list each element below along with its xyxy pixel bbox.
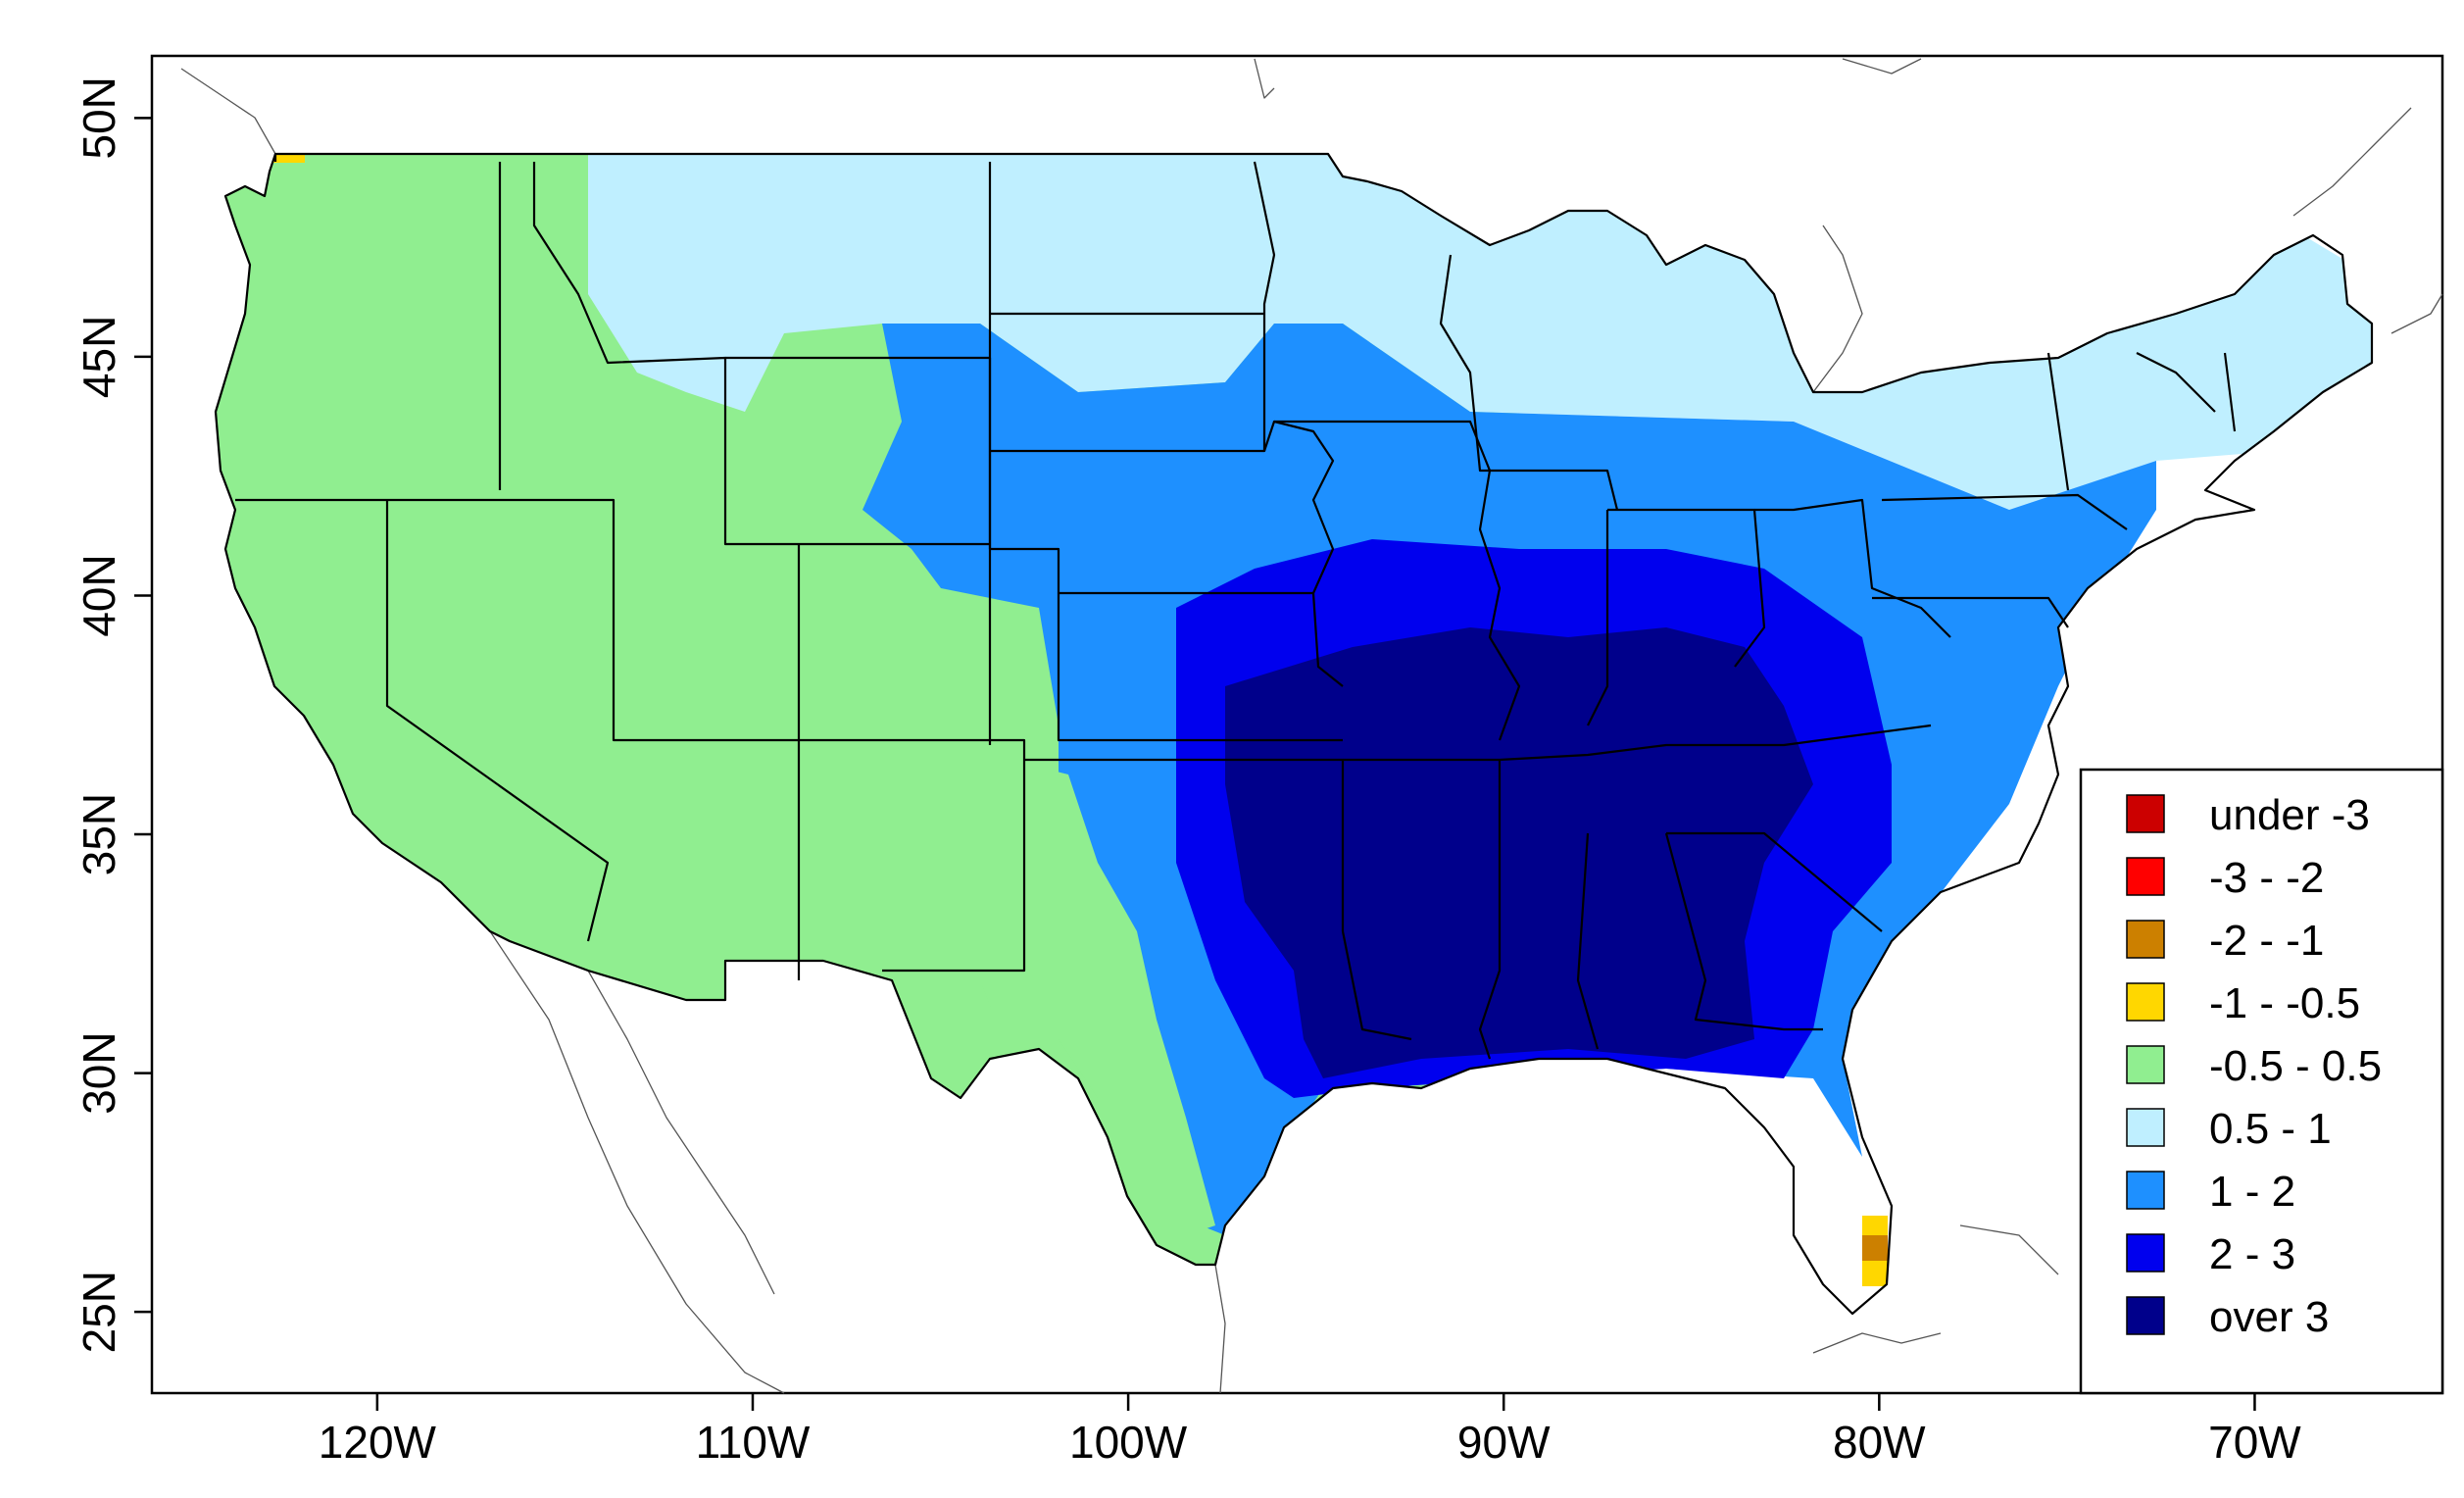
legend-label: -1 - -0.5 <box>2209 979 2360 1027</box>
region-south-florida-cells <box>1862 1235 1888 1261</box>
legend-swatch <box>2126 982 2165 1022</box>
legend-swatch <box>2126 1045 2165 1084</box>
region-northwest-washington-corner <box>270 154 305 163</box>
y-tick-label: 30N <box>74 1031 124 1114</box>
state-boundaries <box>214 152 2374 1316</box>
y-tick-label: 35N <box>74 793 124 875</box>
x-tick-label: 80W <box>1833 1417 1926 1468</box>
legend-swatch <box>2126 920 2165 959</box>
x-axis: 120W 110W 100W 90W 80W 70W <box>319 1393 2301 1468</box>
x-tick-label: 90W <box>1457 1417 1551 1468</box>
x-tick-label: 120W <box>319 1417 437 1468</box>
legend-swatch <box>2126 1108 2165 1147</box>
y-tick-label: 40N <box>74 554 124 636</box>
y-tick-label: 25N <box>74 1271 124 1353</box>
legend-label: -2 - -1 <box>2209 917 2324 965</box>
region-northern-plains <box>588 154 1343 412</box>
x-tick-label: 70W <box>2208 1417 2301 1468</box>
legend-swatch <box>2126 1296 2165 1335</box>
x-tick-label: 100W <box>1069 1417 1188 1468</box>
legend-label: 1 - 2 <box>2209 1168 2295 1216</box>
legend-swatch <box>2126 794 2165 833</box>
region-southeast <box>1225 627 1813 1078</box>
x-tick-label: 110W <box>696 1417 811 1468</box>
legend-label: -3 - -2 <box>2209 854 2324 902</box>
legend-label: 2 - 3 <box>2209 1230 2295 1278</box>
legend-swatch <box>2126 857 2165 896</box>
y-tick-label: 45N <box>74 316 124 398</box>
legend-label: 0.5 - 1 <box>2209 1105 2332 1153</box>
legend-swatch <box>2126 1171 2165 1210</box>
y-tick-label: 50N <box>74 76 124 159</box>
legend: under -3 -3 - -2 -2 - -1 -1 - -0.5 -0.5 - 0.… <box>2079 768 2444 1395</box>
legend-swatch <box>2126 1233 2165 1273</box>
y-axis: 25N 30N 35N 40N 45N 50N <box>74 76 152 1353</box>
coastline-outlines <box>180 58 2443 1394</box>
legend-label: -0.5 - 0.5 <box>2209 1042 2382 1090</box>
legend-label: over 3 <box>2209 1293 2329 1341</box>
legend-label: under -3 <box>2209 791 2370 839</box>
